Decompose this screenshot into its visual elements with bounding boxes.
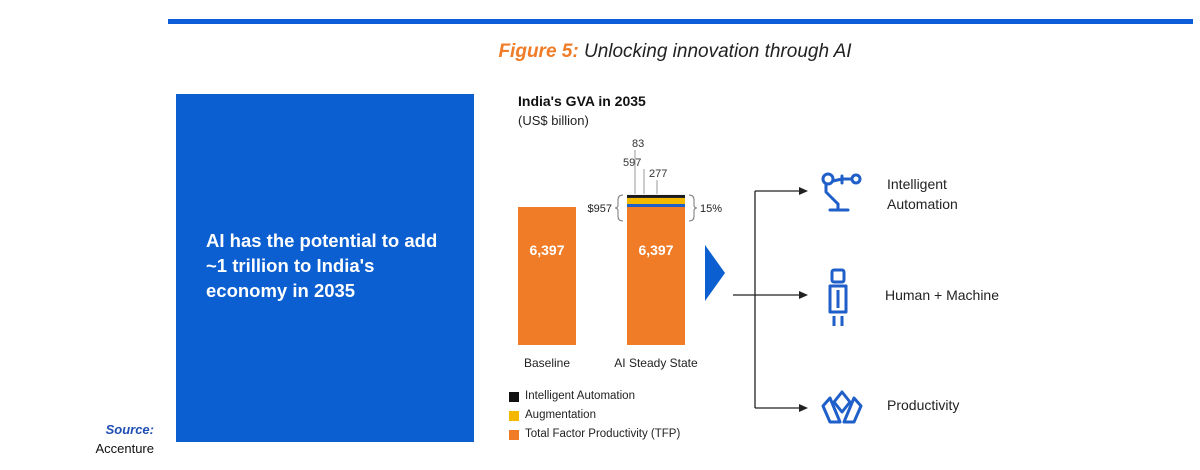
uplift-percent-label: 15% bbox=[700, 203, 722, 215]
chart-subtitle: (US$ billion) bbox=[518, 113, 589, 128]
top-rule bbox=[168, 19, 1193, 24]
outcome-label-line: Human + Machine bbox=[885, 287, 1000, 303]
bar-tfp bbox=[627, 207, 685, 345]
callout-box: AI has the potential to add ~1 trillion … bbox=[176, 94, 474, 442]
bar-segment bbox=[627, 204, 685, 207]
bar-segment bbox=[627, 197, 685, 204]
human-machine-icon bbox=[828, 268, 848, 326]
category-label: Baseline bbox=[524, 356, 570, 370]
source-name: Accenture bbox=[95, 441, 154, 456]
bar-tfp bbox=[518, 207, 576, 345]
category-label: AI Steady State bbox=[614, 356, 698, 370]
legend-swatch-tfp bbox=[509, 429, 519, 440]
legend-label: Augmentation bbox=[525, 409, 596, 421]
legend-item: Total Factor Productivity (TFP) bbox=[509, 425, 680, 444]
figure-number: Figure 5: bbox=[498, 41, 579, 62]
legend-swatch-intelligent-automation bbox=[509, 391, 519, 402]
stack-value-label: 597 bbox=[623, 157, 641, 169]
legend-label: Intelligent Automation bbox=[525, 390, 635, 402]
figure-title: Figure 5: Unlocking innovation through A… bbox=[0, 41, 1200, 63]
figure-title-text: Unlocking innovation through AI bbox=[583, 41, 852, 62]
uplift-total-label: $957 bbox=[588, 203, 612, 215]
chart-legend: Intelligent Automation Augmentation Tota… bbox=[509, 387, 680, 444]
source-label: Source: bbox=[105, 422, 154, 437]
outcome-label-productivity: Productivity bbox=[887, 395, 959, 415]
robot-arm-icon bbox=[821, 172, 862, 212]
callout-text: AI has the potential to add ~1 trillion … bbox=[206, 230, 438, 301]
outcome-label-human-machine: Human + Machine bbox=[885, 285, 999, 305]
legend-swatch-augmentation bbox=[509, 410, 519, 421]
source-note: Source: Accenture bbox=[54, 420, 154, 458]
stack-value-label: 277 bbox=[649, 168, 667, 180]
outcome-label-line: Automation bbox=[887, 196, 958, 212]
outcome-label-line: Productivity bbox=[887, 397, 960, 413]
productivity-icon bbox=[821, 390, 863, 424]
stack-value-label: 83 bbox=[632, 138, 644, 150]
chart-title: India's GVA in 2035 bbox=[518, 93, 646, 109]
outcome-label-line: Intelligent bbox=[887, 176, 947, 192]
bar-value-label: 6,397 bbox=[529, 242, 564, 258]
outcome-label-intelligent-automation: Intelligent Automation bbox=[887, 174, 958, 214]
legend-item: Intelligent Automation bbox=[509, 387, 680, 406]
legend-label: Total Factor Productivity (TFP) bbox=[525, 428, 681, 440]
left-brace bbox=[614, 194, 624, 222]
bar-segment bbox=[627, 194, 685, 198]
legend-item: Augmentation bbox=[509, 406, 680, 425]
right-brace bbox=[688, 194, 698, 222]
bar-value-label: 6,397 bbox=[638, 242, 673, 258]
chevron-right-icon bbox=[705, 245, 725, 301]
